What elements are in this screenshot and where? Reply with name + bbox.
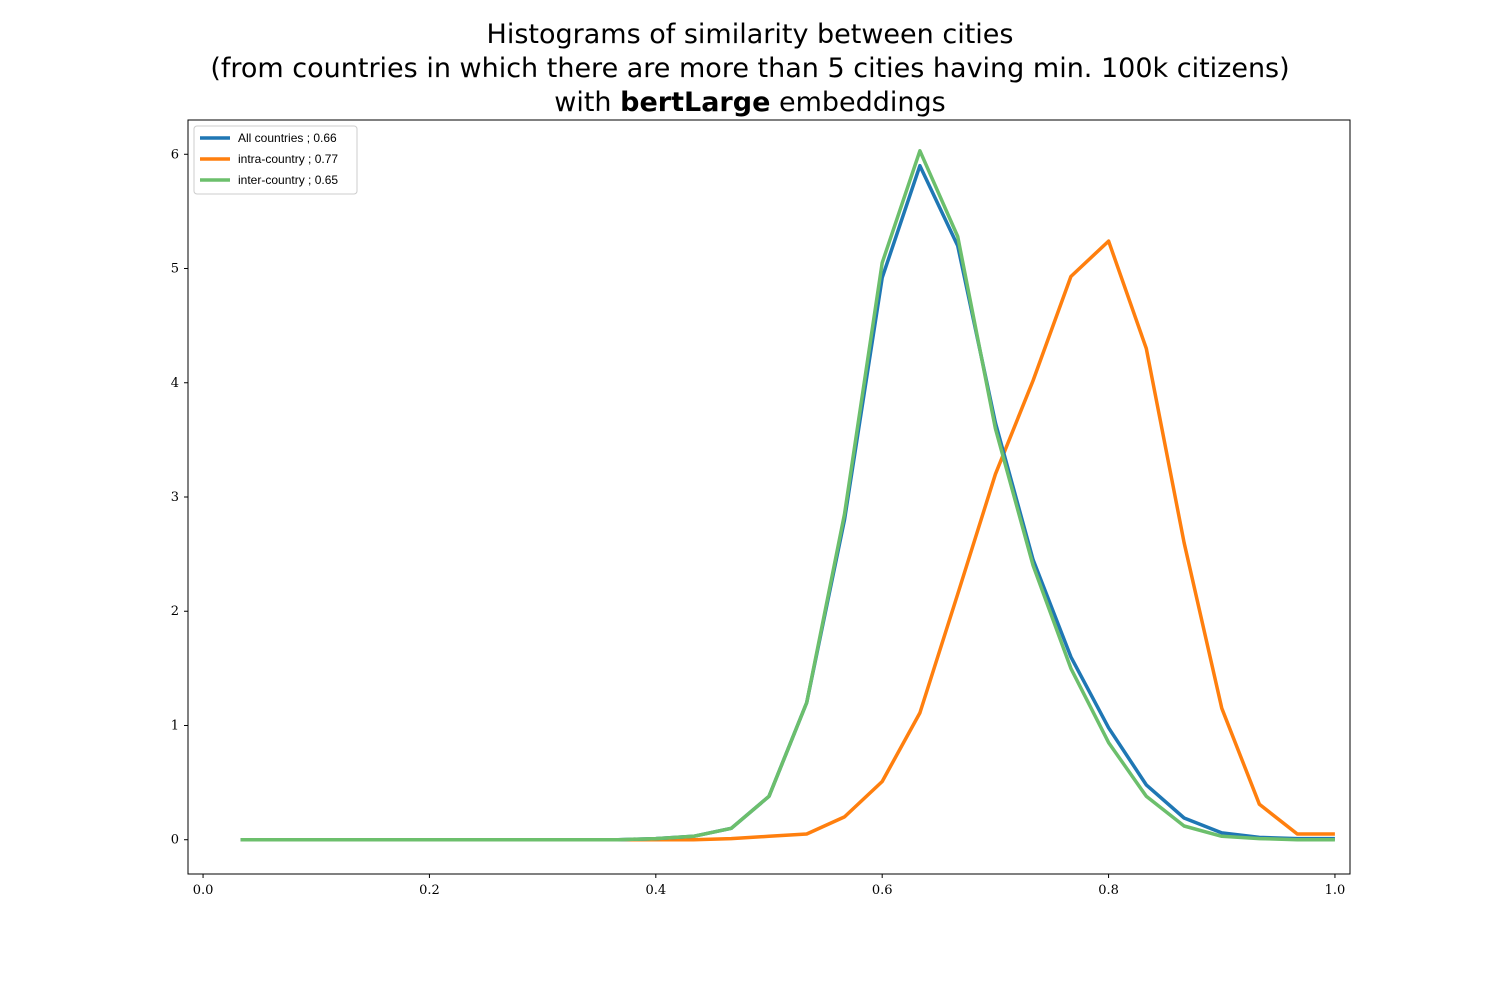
series-line-2 <box>240 149 1335 842</box>
y-tick-label: 4 <box>171 376 179 391</box>
title-line-3-suffix: embeddings <box>770 87 946 118</box>
x-tick-label: 1.0 <box>1325 883 1346 898</box>
x-tick-label: 0.0 <box>193 883 214 898</box>
y-tick-label: 1 <box>171 718 179 733</box>
x-tick-label: 0.4 <box>645 883 666 898</box>
title-line-3: with bertLarge embeddings <box>0 86 1500 120</box>
legend-label: intra-country ; 0.77 <box>238 152 338 166</box>
y-tick-label: 2 <box>171 604 179 619</box>
title-line-3-prefix: with <box>554 87 621 118</box>
series-line-0 <box>240 163 1335 842</box>
legend-label: All countries ; 0.66 <box>238 131 337 145</box>
y-tick-label: 6 <box>171 147 179 162</box>
y-tick-label: 0 <box>171 833 179 848</box>
x-tick-label: 0.6 <box>872 883 893 898</box>
title-line-2: (from countries in which there are more … <box>210 53 1290 84</box>
y-tick-label: 5 <box>171 262 179 277</box>
x-tick-label: 0.8 <box>1098 883 1119 898</box>
chart-title: Histograms of similarity between cities … <box>0 18 1500 120</box>
title-line-1: Histograms of similarity between cities <box>486 19 1014 50</box>
legend-label: inter-country ; 0.65 <box>238 173 338 187</box>
title-line-3-bold: bertLarge <box>620 87 771 118</box>
legend-box <box>193 125 358 195</box>
y-tick-label: 3 <box>171 490 179 505</box>
x-tick-label: 0.2 <box>419 883 440 898</box>
